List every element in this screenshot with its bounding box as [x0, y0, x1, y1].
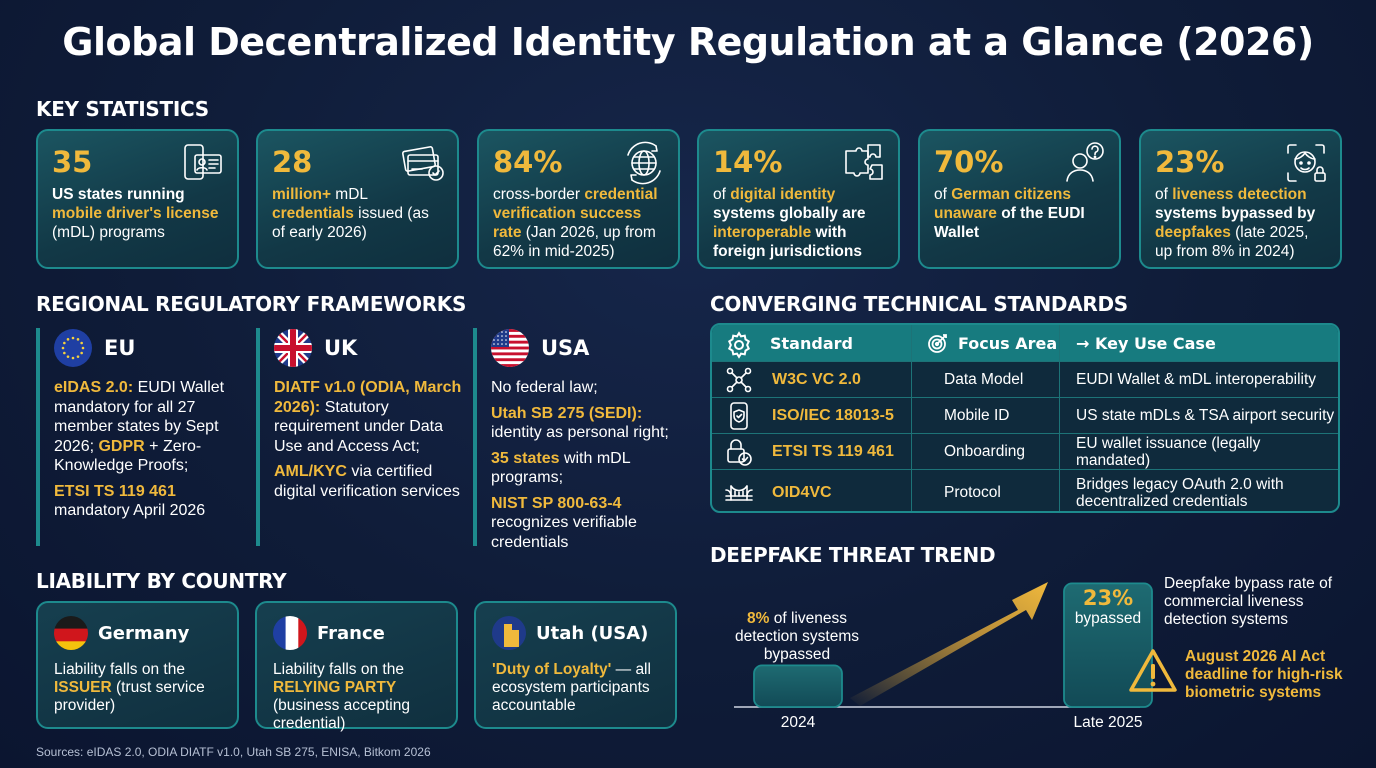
- liability-heading: LIABILITY BY COUNTRY: [36, 569, 287, 593]
- stat-description: of digital identity systems globally are…: [713, 186, 866, 260]
- person-question-icon: [1063, 141, 1107, 185]
- stat-description: million+ mDL credentials issued (as of e…: [272, 186, 429, 241]
- mobile-shield-icon: [724, 401, 754, 431]
- stat-card: 28 million+ mDL credentials issued (as o…: [256, 129, 459, 269]
- deepfake-trend-chart: [734, 582, 1153, 708]
- focus-area: Onboarding: [912, 434, 1060, 469]
- stat-card: 35 US states running mobile driver's lic…: [36, 129, 239, 269]
- liability-description: 'Duty of Loyalty' — all ecosystem partic…: [492, 661, 651, 714]
- key-statistics-heading: KEY STATISTICS: [36, 97, 209, 121]
- table-row: ETSI TS 119 461 Onboarding EU wallet iss…: [712, 433, 1338, 469]
- key-use-case: EU wallet issuance (legally mandated): [1076, 434, 1261, 469]
- table-row: W3C VC 2.0 Data Model EUDI Wallet & mDL …: [712, 361, 1338, 397]
- bar-late-2025: [1063, 582, 1153, 708]
- standard-name: ISO/IEC 18013-5: [772, 406, 894, 424]
- key-use-case: Bridges legacy OAuth 2.0 with decentrali…: [1076, 475, 1284, 510]
- column-standard: Standard: [770, 333, 853, 353]
- target-icon: [926, 331, 950, 355]
- region-eu: EU eIDAS 2.0: EUDI Wallet mandatory for …: [36, 328, 246, 546]
- stat-description: US states running mobile driver's licens…: [52, 186, 219, 241]
- trend-arrow-icon: [850, 582, 1048, 706]
- stat-card: 84% cross-border credential verification…: [477, 129, 680, 269]
- liability-card: France Liability falls on the RELYING PA…: [255, 601, 458, 732]
- france-flag-icon: [273, 616, 307, 650]
- deepfake-side-note: Deepfake bypass rate of commercial liven…: [1164, 575, 1333, 628]
- uk-flag-icon: [274, 329, 312, 367]
- region-name: UK: [324, 336, 358, 360]
- region-name: USA: [541, 336, 590, 360]
- key-use-case: US state mDLs & TSA airport security: [1076, 407, 1335, 424]
- table-row: OID4VC Protocol Bridges legacy OAuth 2.0…: [712, 469, 1338, 511]
- warning-icon: [1128, 648, 1178, 694]
- region-name: EU: [104, 336, 136, 360]
- deepfake-heading: DEEPFAKE THREAT TREND: [710, 543, 996, 567]
- standard-name: OID4VC: [772, 483, 832, 501]
- stat-value: 23%: [1155, 145, 1225, 179]
- stat-card: 70% of German citizens unaware of the EU…: [918, 129, 1121, 269]
- region-usa: USA No federal law; Utah SB 275 (SEDI): i…: [473, 328, 669, 551]
- country-name: Germany: [98, 622, 190, 644]
- region-uk: UK DIATF v1.0 (ODIA, March 2026): Statut…: [256, 328, 462, 546]
- key-use-case: EUDI Wallet & mDL interoperability: [1076, 371, 1317, 388]
- germany-flag-icon: [54, 616, 88, 650]
- stat-value: 14%: [713, 145, 783, 179]
- bar-late-2025-label: 23% bypassed: [1064, 586, 1152, 628]
- liability-description: Liability falls on the RELYING PARTY (bu…: [273, 661, 410, 732]
- usa-flag-icon: [491, 329, 529, 367]
- bar-2024-caption: 8% of liveness detection systems bypasse…: [734, 610, 860, 663]
- focus-area: Protocol: [912, 470, 1060, 511]
- lock-check-icon: [724, 437, 754, 467]
- standards-table: Standard Focus Area → Key Use Case W3C V…: [710, 323, 1340, 513]
- stat-value: 28: [272, 145, 313, 179]
- phone-id-icon: [181, 141, 225, 185]
- column-key-use-case: → Key Use Case: [1076, 333, 1216, 353]
- column-focus-area: Focus Area: [958, 333, 1058, 353]
- page-title: Global Decentralized Identity Regulation…: [62, 20, 1314, 64]
- eu-flag-icon: [54, 329, 92, 367]
- x-label-late-2025: Late 2025: [1073, 714, 1143, 731]
- focus-area: Data Model: [912, 362, 1060, 397]
- stat-description: of German citizens unaware of the EUDI W…: [934, 186, 1085, 241]
- x-label-2024: 2024: [780, 714, 816, 731]
- bridge-icon: [724, 478, 754, 508]
- country-name: Utah (USA): [536, 622, 649, 644]
- stat-value: 70%: [934, 145, 1004, 179]
- gear-icon: [724, 330, 751, 359]
- stat-value: 35: [52, 145, 93, 179]
- liability-card: Germany Liability falls on the ISSUER (t…: [36, 601, 239, 729]
- ai-act-warning: August 2026 AI Act deadline for high-ris…: [1185, 648, 1343, 701]
- utah-map-icon: [492, 616, 526, 650]
- stat-value: 84%: [493, 145, 563, 179]
- puzzle-icon: [842, 141, 886, 185]
- network-nodes-icon: [724, 365, 754, 395]
- bar-late-2025-value: 23%: [1082, 586, 1134, 610]
- focus-area: Mobile ID: [912, 398, 1060, 433]
- face-scan-icon: [1284, 141, 1328, 185]
- stat-card: 23% of liveness detection systems bypass…: [1139, 129, 1342, 269]
- sources-footnote: Sources: eIDAS 2.0, ODIA DIATF v1.0, Uta…: [36, 745, 431, 759]
- liability-card: Utah (USA) 'Duty of Loyalty' — all ecosy…: [474, 601, 677, 729]
- liability-description: Liability falls on the ISSUER (trust ser…: [54, 661, 205, 714]
- bar-2024: [753, 664, 843, 708]
- standards-table-header: Standard Focus Area → Key Use Case: [712, 325, 1338, 361]
- standard-name: W3C VC 2.0: [772, 370, 861, 388]
- globe-arrows-icon: [622, 141, 666, 185]
- stat-description: of liveness detection systems bypassed b…: [1155, 186, 1316, 260]
- stat-card: 14% of digital identity systems globally…: [697, 129, 900, 269]
- region-description: DIATF v1.0 (ODIA, March 2026): Statutory…: [274, 379, 462, 500]
- credential-card-icon: [401, 141, 445, 185]
- stat-description: cross-border credential verification suc…: [493, 186, 658, 260]
- bar-late-2025-caption: bypassed: [1074, 610, 1142, 627]
- standards-heading: CONVERGING TECHNICAL STANDARDS: [710, 292, 1128, 316]
- regional-frameworks-heading: REGIONAL REGULATORY FRAMEWORKS: [36, 292, 467, 316]
- table-row: ISO/IEC 18013-5 Mobile ID US state mDLs …: [712, 397, 1338, 433]
- standard-name: ETSI TS 119 461: [772, 442, 894, 460]
- country-name: France: [317, 622, 385, 644]
- region-description: No federal law; Utah SB 275 (SEDI): ident…: [491, 379, 669, 551]
- region-description: eIDAS 2.0: EUDI Wallet mandatory for all…: [54, 379, 225, 519]
